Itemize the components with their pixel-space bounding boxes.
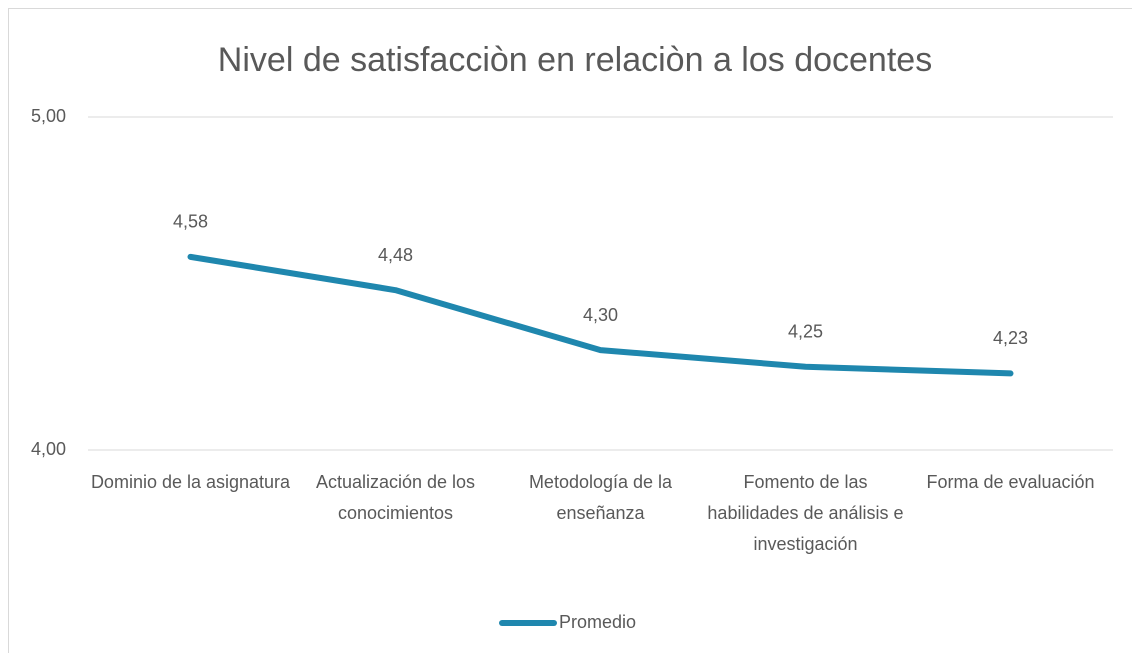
- x-tick-label: Dominio de la asignatura: [91, 472, 291, 492]
- y-tick-label: 4,00: [31, 439, 66, 459]
- legend-label: Promedio: [559, 612, 636, 632]
- chart-title: Nivel de satisfacciòn en relaciòn a los …: [218, 41, 932, 79]
- x-tick-label: Metodología de la enseñanza: [529, 472, 673, 523]
- data-label: 4,23: [993, 328, 1028, 348]
- x-tick-label: Forma de evaluación: [926, 472, 1094, 492]
- data-label: 4,58: [173, 212, 208, 232]
- data-label: 4,30: [583, 305, 618, 325]
- data-label: 4,48: [378, 245, 413, 265]
- chart-border: [8, 8, 1132, 653]
- y-tick-label: 5,00: [31, 106, 66, 126]
- series-line: [187, 253, 1014, 377]
- data-label: 4,25: [788, 322, 823, 342]
- x-tick-label: Actualización de los conocimientos: [316, 472, 475, 523]
